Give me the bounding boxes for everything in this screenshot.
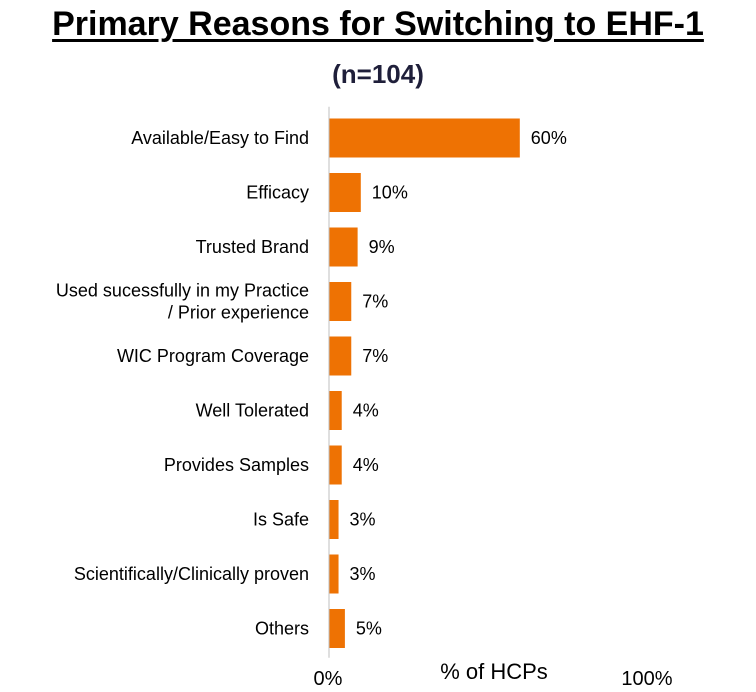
category-label-line: WIC Program Coverage <box>117 346 309 366</box>
bar <box>329 173 361 212</box>
x-axis: 0% 100% % of HCPs <box>314 659 673 690</box>
data-label: 4% <box>353 401 379 421</box>
x-tick-label: 0% <box>314 668 343 690</box>
data-label: 3% <box>350 564 376 584</box>
data-label: 9% <box>369 237 395 257</box>
category-label: Others <box>255 619 309 639</box>
category-labels: Available/Easy to Find Efficacy Trusted Br… <box>56 128 309 639</box>
data-label: 7% <box>362 346 388 366</box>
bar <box>329 445 342 485</box>
category-label-line: Well Tolerated <box>196 401 309 421</box>
chart-title: Primary Reasons for Switching to EHF-1 <box>52 5 704 43</box>
data-labels: 60% 10% 9% 7% 7% 4% 4% 3% 3% 5% <box>350 128 567 639</box>
x-tick-label: 100% <box>621 668 672 690</box>
category-label: Well Tolerated <box>196 401 309 421</box>
category-label: WIC Program Coverage <box>117 346 309 366</box>
category-label: Scientifically/Clinically proven <box>74 564 309 584</box>
bar <box>329 609 345 648</box>
data-label: 4% <box>353 455 379 475</box>
category-label-line: Scientifically/Clinically proven <box>74 564 309 584</box>
data-label: 10% <box>372 183 408 203</box>
category-label-line: Efficacy <box>246 183 309 203</box>
category-label-line: Available/Easy to Find <box>131 128 309 148</box>
bar <box>329 336 352 376</box>
data-label: 7% <box>362 292 388 312</box>
category-label: Available/Easy to Find <box>131 128 309 148</box>
category-label-line: Is Safe <box>253 510 309 530</box>
category-label: Efficacy <box>246 183 309 203</box>
category-label: Provides Samples <box>164 455 309 475</box>
bar <box>329 118 520 158</box>
bar <box>329 282 352 321</box>
bar <box>329 500 339 539</box>
chart-subtitle: (n=104) <box>332 59 424 89</box>
category-label: Trusted Brand <box>196 237 309 257</box>
data-label: 5% <box>356 619 382 639</box>
category-label-line: Used sucessfully in my Practice <box>56 281 309 301</box>
category-label-line: Trusted Brand <box>196 237 309 257</box>
data-label: 60% <box>531 128 567 148</box>
data-label: 3% <box>350 510 376 530</box>
category-label-line: / Prior experience <box>168 303 309 323</box>
category-label-line: Others <box>255 619 309 639</box>
x-axis-label: % of HCPs <box>440 659 548 684</box>
category-label-line: Provides Samples <box>164 455 309 475</box>
bar <box>329 227 358 267</box>
category-label: Is Safe <box>253 510 309 530</box>
bar <box>329 391 342 430</box>
bars <box>329 118 520 648</box>
category-label: Used sucessfully in my Practice / Prior e… <box>56 281 309 323</box>
bar <box>329 554 339 594</box>
